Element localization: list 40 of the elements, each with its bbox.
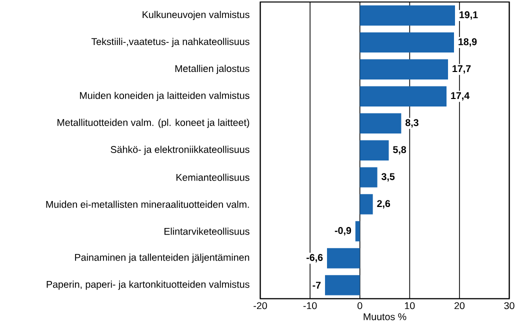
data-label: 17,7	[452, 65, 471, 74]
bar	[360, 59, 448, 80]
x-tick-label: 30	[504, 302, 514, 310]
y-tick-label: Elintarviketeollisuus	[164, 228, 250, 235]
data-label: 2,6	[377, 200, 390, 209]
x-tick-label: -20	[254, 302, 267, 310]
bar	[360, 32, 454, 53]
x-tick-label: 10	[404, 302, 415, 310]
x-tick-label: -10	[303, 302, 317, 310]
bar	[360, 167, 378, 188]
data-label: 17,4	[451, 92, 470, 101]
y-tick-label: Metallien jalostus	[175, 64, 250, 74]
bar	[360, 86, 447, 107]
bar	[360, 140, 389, 161]
x-tick-label: 0	[358, 302, 362, 310]
data-label: 3,5	[382, 173, 395, 182]
y-tick-label: Muiden ei-metallisten mineraalituotteiden valm.	[46, 200, 249, 208]
bar	[360, 5, 455, 26]
bar	[360, 194, 373, 214]
bar	[327, 248, 360, 268]
y-tick-label: Kulkuneuvojen valmistus	[142, 11, 250, 20]
y-tick-label: Painaminen ja tallenteiden jäljentäminen	[75, 254, 250, 263]
y-tick-label: Kemianteollisuus	[176, 174, 250, 182]
data-label: 18,9	[458, 38, 477, 47]
data-label: 8,3	[405, 119, 418, 128]
y-tick-label: Paperin, paperi- ja kartonkituotteiden valmistus	[46, 280, 250, 290]
data-label: -6,6	[306, 254, 323, 263]
y-tick-label: Muiden koneiden ja laitteiden valmistus	[80, 92, 250, 102]
x-tick-label: 20	[454, 302, 465, 310]
data-label: 5,8	[393, 146, 406, 155]
bar	[355, 221, 360, 242]
y-tick-label: Tekstiili-,vaatetus- ja nahkateollisuus	[91, 38, 250, 48]
data-label: -7	[312, 282, 321, 289]
y-tick-label: Metallituotteiden valm. (pl. koneet ja laitteet)	[58, 118, 250, 128]
x-axis-title: Muutos %	[364, 313, 406, 320]
y-tick-label: Sähkö- ja elektroniikkateollisuus	[110, 146, 250, 156]
bar	[360, 113, 402, 134]
data-label: -0,9	[334, 227, 352, 236]
bar	[325, 275, 360, 296]
data-label: 19,1	[460, 11, 478, 20]
